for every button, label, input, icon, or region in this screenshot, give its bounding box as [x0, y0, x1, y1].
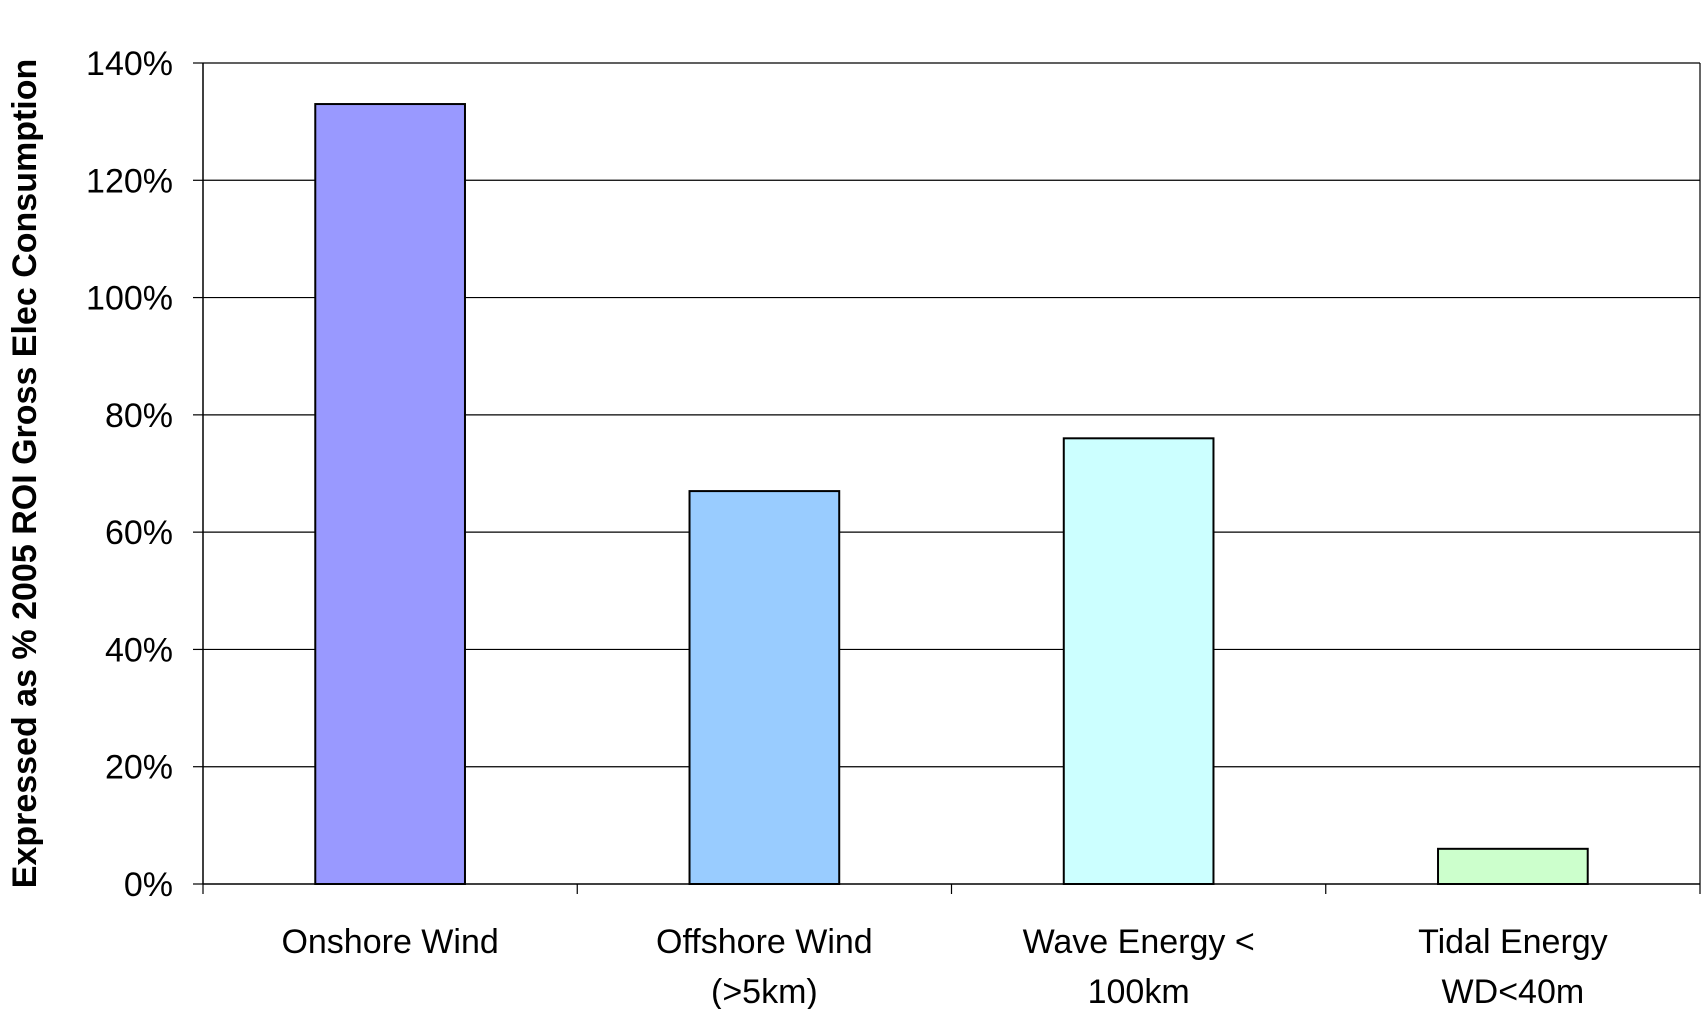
y-tick-label: 60% [105, 514, 173, 552]
x-category-label: Offshore Wind [656, 923, 873, 961]
bar [688, 490, 841, 885]
y-tick-label: 20% [105, 749, 173, 787]
x-category-label: Wave Energy < [1023, 923, 1255, 961]
bars [314, 103, 1589, 886]
y-axis-title: Expressed as % 2005 ROI Gross Elec Consu… [6, 59, 44, 889]
x-category-label: Onshore Wind [281, 923, 498, 961]
bar [1437, 847, 1589, 885]
y-tick-label: 80% [105, 397, 173, 435]
y-tick-label: 40% [105, 631, 173, 669]
bar [1062, 437, 1215, 885]
x-category-label: WD<40m [1442, 973, 1585, 1009]
x-category-label: 100km [1088, 973, 1190, 1009]
labels: 0% 20% 40% 60% 80% 100% 120% 140% Onshore Wind Of… [6, 45, 1608, 1011]
x-category-label: Tidal Energy [1418, 923, 1608, 961]
y-tick-label: 120% [86, 162, 173, 200]
bar [314, 103, 466, 886]
x-category-label: (>5km) [711, 973, 818, 1009]
y-tick-label: 140% [86, 45, 173, 83]
y-tick-label: 100% [86, 280, 173, 318]
y-tick-label: 0% [124, 866, 173, 904]
axes [193, 62, 1701, 894]
